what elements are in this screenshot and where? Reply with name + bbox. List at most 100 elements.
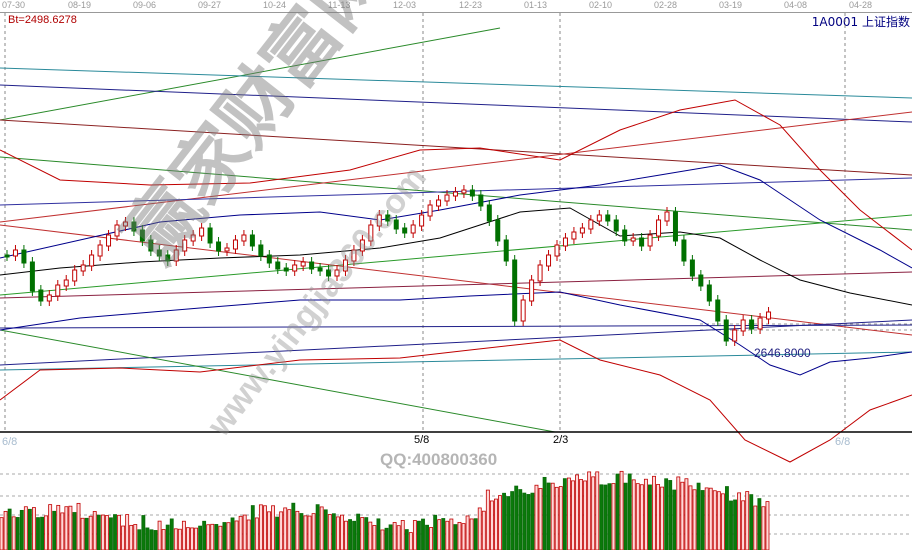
- candle-up: [529, 279, 535, 302]
- candle-up: [647, 234, 653, 247]
- volume-bar-down: [352, 520, 357, 550]
- candle-down: [29, 261, 35, 292]
- candle-down: [275, 261, 281, 270]
- volume-bar-up: [489, 500, 494, 550]
- volume-bar-down: [562, 478, 567, 550]
- volume-bar-down: [502, 492, 506, 550]
- date-label: 04-28: [849, 0, 873, 10]
- volume-bar-up: [11, 516, 16, 550]
- low-price-label: 2646.8000: [754, 346, 811, 360]
- volume-bar-down: [153, 530, 158, 550]
- candle-down: [503, 239, 509, 262]
- symbol-title: 1A0001 上证指数: [811, 15, 910, 29]
- date-label: 09-27: [198, 0, 222, 10]
- watermark-qq: QQ:400800360: [380, 450, 498, 469]
- date-label: 12-03: [393, 0, 417, 10]
- date-label: 09-06: [133, 0, 157, 10]
- candle-up: [114, 224, 120, 237]
- candle-up: [80, 264, 86, 272]
- volume-bar-up: [48, 504, 53, 550]
- volume-bar-up: [639, 484, 644, 550]
- volume-bar-down: [165, 524, 170, 550]
- volume-bar-up: [688, 485, 693, 550]
- volume-bar-down: [40, 516, 44, 550]
- trend-line: [0, 84, 912, 123]
- candle-up: [588, 219, 594, 230]
- volume-bar-up: [437, 519, 442, 550]
- candle-down: [309, 261, 315, 270]
- volume-bar-up: [558, 486, 563, 550]
- volume-bar-down: [291, 502, 296, 550]
- candle-down: [495, 219, 501, 242]
- candle-up: [72, 269, 78, 282]
- volume-bar-down: [323, 509, 328, 550]
- volume-bar-down: [19, 509, 24, 550]
- volume-bar-down: [315, 504, 320, 550]
- volume-bar-up: [206, 524, 211, 550]
- candle-down: [605, 214, 611, 222]
- candle-down: [317, 267, 323, 272]
- date-label: 11-13: [328, 0, 351, 10]
- date-label: 10-24: [263, 0, 287, 10]
- candle-down: [715, 299, 721, 322]
- candle-up: [554, 244, 560, 257]
- volume-bar-up: [656, 484, 660, 550]
- bollinger-lower: [0, 339, 912, 463]
- marker-label-right: 6/8: [835, 436, 851, 448]
- candle-up: [368, 224, 374, 242]
- volume-bar-up: [335, 516, 340, 550]
- candle-up: [436, 199, 442, 207]
- trend-line: [0, 351, 912, 371]
- candle-down: [622, 229, 628, 242]
- date-axis: 07-30 08-19 09-06 09-27 10-24 11-13 12-03 12-23…: [0, 0, 912, 13]
- volume-bar-up: [595, 471, 600, 550]
- volume-bar-up: [157, 520, 162, 550]
- volume-bar-up: [234, 520, 239, 550]
- volume-bar-down: [52, 510, 57, 550]
- volume-bar-down: [522, 492, 527, 550]
- volume-bar-up: [327, 514, 332, 550]
- date-label: 02-10: [589, 0, 613, 10]
- candle-down: [512, 259, 518, 322]
- volume-bar-down: [421, 518, 425, 550]
- volume-bar-down: [96, 514, 101, 550]
- volume-bar-up: [181, 520, 186, 550]
- volume-bar-down: [27, 508, 32, 550]
- date-label: 03-19: [719, 0, 743, 10]
- volume-bar-up: [643, 478, 648, 550]
- candle-up: [410, 224, 416, 234]
- trend-line: [0, 111, 912, 223]
- volume-bar-down: [364, 517, 369, 550]
- candle-up: [664, 211, 670, 222]
- volume-bar-down: [250, 505, 255, 550]
- candle-down: [469, 189, 475, 197]
- volume-bar-down: [615, 473, 620, 550]
- volume-bar-down: [348, 519, 352, 550]
- candle-up: [334, 269, 340, 277]
- marker-label-2-3: 2/3: [553, 434, 569, 446]
- volume-bar-up: [238, 515, 243, 550]
- trend-line: [0, 67, 912, 99]
- candle-up: [89, 254, 95, 267]
- volume-bar-up: [481, 510, 486, 550]
- volume-bar-down: [700, 490, 705, 550]
- candle-down: [672, 211, 678, 242]
- volume-bar-up: [753, 505, 758, 550]
- candle-up: [122, 221, 128, 227]
- volume-bar-up: [619, 470, 624, 550]
- volume-bar-up: [550, 482, 555, 550]
- volume-bar-down: [145, 527, 150, 550]
- volume-bar-down: [202, 520, 207, 550]
- volume-bar-down: [514, 485, 519, 550]
- volume-bar-down: [198, 525, 203, 550]
- volume-bar-down: [729, 500, 733, 550]
- volume-bar-up: [583, 480, 588, 550]
- candle-up: [537, 264, 543, 282]
- candle-down: [723, 319, 729, 342]
- volume-bar-up: [692, 489, 697, 550]
- trend-line: [0, 329, 556, 433]
- volume-bar-up: [716, 491, 721, 550]
- trend-line: [0, 27, 501, 121]
- candle-down: [249, 234, 255, 247]
